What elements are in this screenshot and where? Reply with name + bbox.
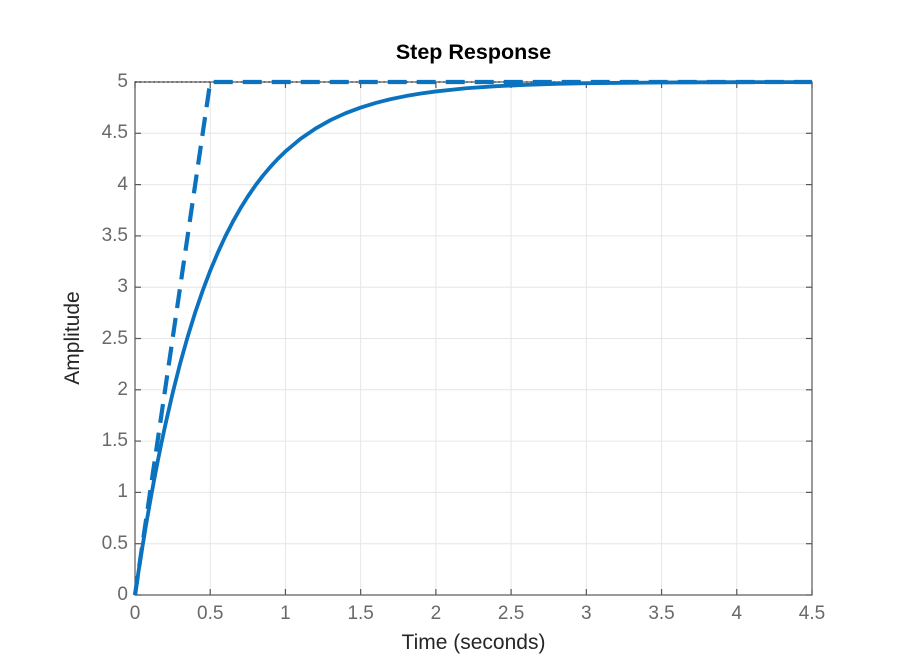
x-tick-label: 4.5	[798, 603, 826, 624]
x-tick-label: 3	[581, 603, 592, 624]
y-tick-label: 4.5	[101, 122, 128, 144]
y-tick-label: 0.5	[101, 532, 128, 554]
y-tick-label: 4	[117, 173, 128, 195]
y-tick-label: 2.5	[101, 327, 128, 349]
x-tick-label: 1.5	[347, 603, 374, 624]
y-tick-label: 1.5	[101, 430, 128, 452]
x-tick-label: 3.5	[648, 603, 675, 624]
x-tick-label: 1	[280, 603, 291, 624]
x-tick-label: 2	[430, 603, 442, 624]
x-tick-label: 4	[731, 603, 743, 624]
y-tick-label: 3.5	[101, 224, 128, 246]
y-tick-label: 2	[117, 378, 128, 400]
y-tick-label: 0	[117, 584, 128, 605]
x-axis-label: Time (seconds)	[401, 631, 546, 654]
x-tick-label: 0.5	[197, 603, 224, 624]
y-tick-label: 3	[117, 276, 128, 298]
x-tick-label: 2.5	[497, 603, 525, 624]
chart-title: Step Response	[395, 40, 552, 64]
x-tick-label: 0	[129, 603, 141, 624]
step-response-curve	[133, 80, 812, 596]
y-tick-label: 5	[117, 71, 128, 92]
y-tick-label: 1	[117, 481, 128, 503]
